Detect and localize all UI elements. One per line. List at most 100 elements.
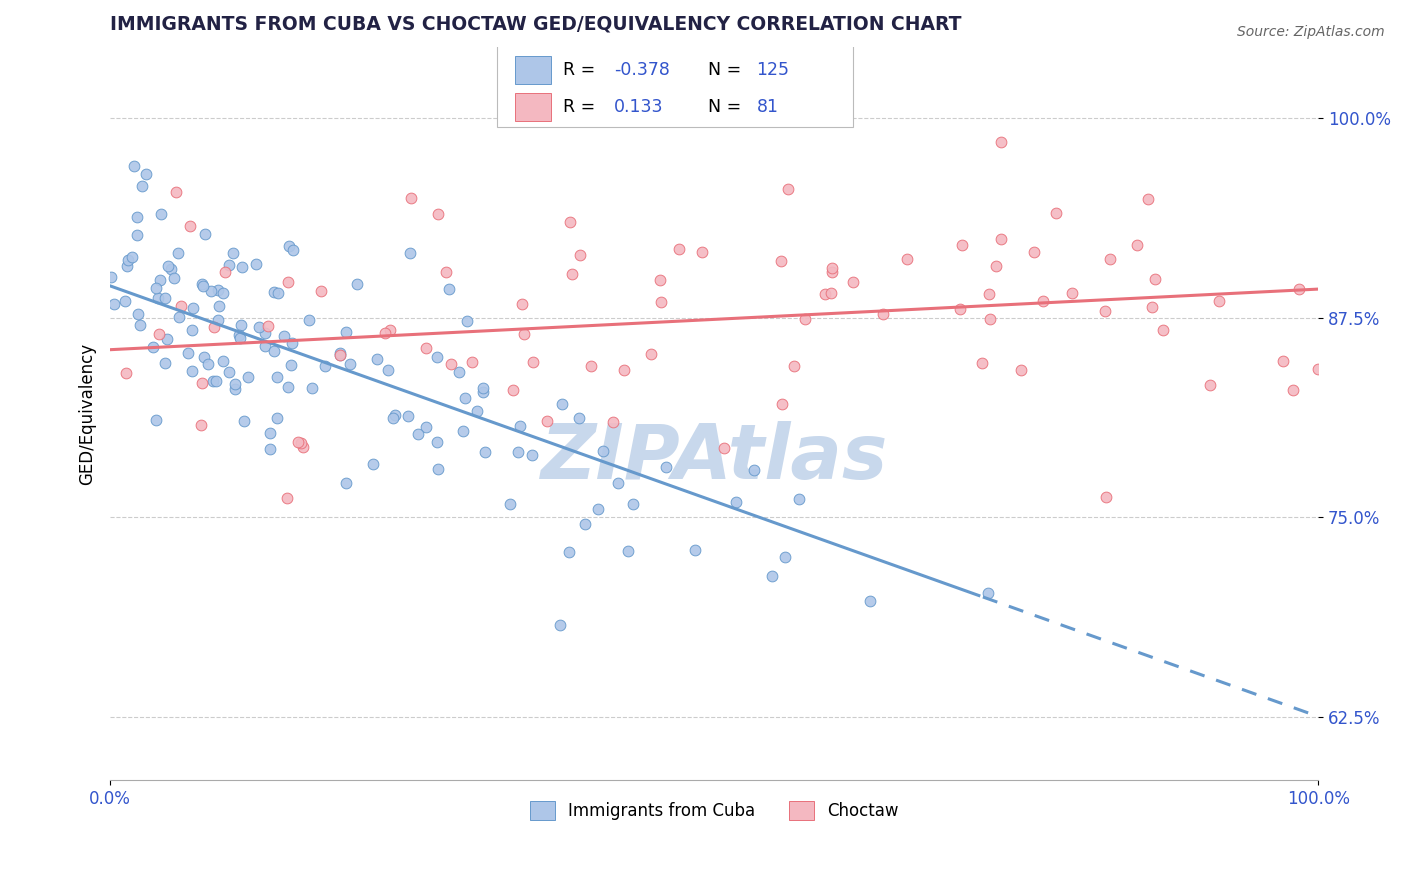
Point (382, 411, 405, 425)
Point (406, 427, 429, 442)
Point (814, 286, 837, 301)
Point (569, 248, 592, 262)
Point (201, 375, 224, 389)
Point (742, 463, 765, 477)
Point (513, 327, 536, 342)
Point (1199, 377, 1222, 392)
Point (263, 285, 285, 299)
Point (648, 273, 671, 287)
Bar (515, 56, 551, 84)
Point (205, 374, 228, 388)
Point (129, 318, 152, 333)
Point (339, 357, 361, 371)
Point (257, 319, 280, 334)
Point (207, 312, 229, 326)
Text: IMMIGRANTS FROM CUBA VS CHOCTAW GED/EQUIVALENCY CORRELATION CHART: IMMIGRANTS FROM CUBA VS CHOCTAW GED/EQUI… (110, 15, 962, 34)
Point (177, 346, 200, 360)
Point (1032, 294, 1054, 309)
Point (267, 285, 290, 300)
Point (311, 284, 333, 298)
Point (211, 285, 233, 300)
Point (613, 363, 636, 377)
Point (1282, 383, 1305, 397)
Point (586, 502, 609, 516)
Point (977, 586, 1000, 600)
Point (135, 167, 157, 181)
Point (266, 410, 288, 425)
Point (117, 253, 139, 268)
Point (145, 280, 167, 294)
Point (100, 269, 122, 284)
Point (439, 282, 461, 296)
Point (558, 545, 581, 559)
Point (301, 381, 323, 395)
Point (276, 491, 298, 506)
Point (127, 307, 149, 321)
Point (1094, 490, 1116, 504)
Point (950, 238, 973, 252)
Point (281, 336, 304, 351)
Point (451, 424, 474, 438)
Point (465, 404, 488, 418)
Point (208, 299, 231, 313)
Point (1022, 244, 1045, 259)
FancyBboxPatch shape (496, 43, 853, 128)
Point (561, 267, 583, 281)
Point (770, 253, 793, 268)
Point (170, 299, 193, 313)
Point (872, 307, 894, 321)
Point (329, 349, 352, 363)
Point (471, 384, 494, 399)
Text: 125: 125 (756, 61, 790, 78)
Point (592, 443, 614, 458)
Text: 0.133: 0.133 (614, 98, 664, 116)
Text: N =: N = (709, 98, 741, 116)
Point (761, 568, 783, 582)
Y-axis label: GED/Equivalency: GED/Equivalency (79, 343, 96, 484)
Point (509, 418, 531, 433)
Point (374, 326, 396, 341)
Point (972, 356, 994, 370)
Point (776, 182, 799, 196)
Point (1137, 192, 1160, 206)
Legend: Immigrants from Cuba, Choctaw: Immigrants from Cuba, Choctaw (523, 795, 905, 827)
Point (193, 350, 215, 364)
Point (259, 442, 281, 456)
Point (396, 409, 419, 423)
Point (440, 358, 463, 372)
Point (859, 594, 882, 608)
Point (247, 320, 270, 334)
Point (329, 348, 352, 362)
Point (160, 262, 183, 277)
Point (690, 245, 713, 260)
Point (146, 291, 169, 305)
Point (259, 426, 281, 441)
Point (508, 444, 530, 458)
Point (266, 370, 288, 384)
Text: ZIPAtlas: ZIPAtlas (540, 420, 889, 494)
Point (153, 291, 176, 305)
Point (167, 310, 190, 324)
Point (668, 242, 690, 256)
Point (568, 411, 591, 425)
Point (655, 459, 678, 474)
Point (156, 332, 179, 346)
Point (574, 517, 596, 532)
Point (127, 210, 149, 224)
Point (841, 275, 863, 289)
Point (145, 413, 167, 427)
Point (1143, 271, 1166, 285)
Point (461, 355, 484, 369)
Point (415, 420, 437, 434)
Text: 81: 81 (756, 98, 779, 116)
Point (1045, 206, 1067, 220)
Point (447, 365, 470, 379)
Point (229, 331, 252, 345)
Point (231, 318, 253, 332)
Point (346, 277, 368, 291)
Point (263, 344, 285, 359)
Point (281, 243, 304, 257)
Point (228, 327, 250, 342)
Point (233, 414, 256, 428)
Point (548, 618, 571, 632)
